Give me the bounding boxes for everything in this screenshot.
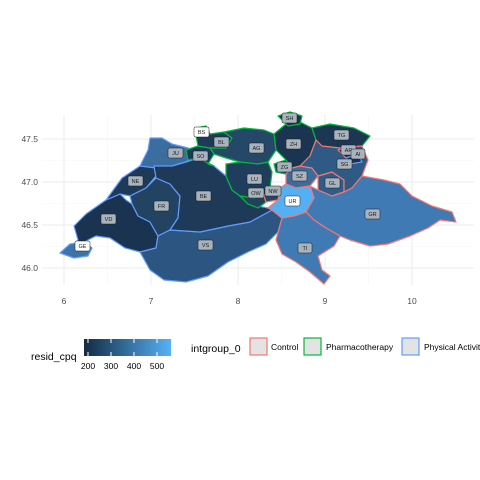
canton-label-SH: SH: [281, 112, 298, 124]
canton-label-text: VD: [105, 217, 113, 223]
canton-label-text: GL: [329, 181, 336, 187]
canton-label-GR: GR: [364, 208, 381, 220]
fill-legend-title: resid_cpq: [31, 351, 77, 363]
x-tick-label: 10: [407, 296, 417, 306]
y-tick-label: 46.5: [21, 220, 38, 230]
y-tick-label: 46.0: [21, 263, 38, 273]
colorbar-tick-label: 500: [150, 361, 164, 371]
canton-label-UR: UR: [284, 195, 301, 207]
fill-legend: resid_cpq 200 300 400 500: [31, 339, 171, 371]
canton-label-text: GE: [79, 244, 87, 250]
canton-label-TG: TG: [333, 129, 350, 141]
canton-label-text: SZ: [296, 174, 304, 180]
canton-label-text: GR: [368, 212, 376, 218]
legend-label-physical-activity: Physical Activity: [424, 342, 480, 352]
x-tick-label: 6: [62, 296, 67, 306]
canton-label-FR: FR: [153, 200, 170, 212]
legend-label-pharmacotherapy: Pharmacotherapy: [326, 342, 394, 352]
canton-label-text: BE: [200, 194, 208, 200]
colorbar-tick-label: 300: [104, 361, 118, 371]
canton-label-ZG: ZG: [276, 161, 293, 173]
y-axis-ticks: 47.5 47.0 46.5 46.0: [21, 134, 38, 273]
canton-label-OW: OW: [247, 187, 265, 199]
y-tick-label: 47.5: [21, 134, 38, 144]
canton-label-VD: VD: [100, 213, 117, 225]
legend-label-control: Control: [271, 342, 299, 352]
y-tick-label: 47.0: [21, 177, 38, 187]
canton-label-TI: TI: [297, 242, 313, 254]
canton-label-GE: GE: [74, 240, 91, 252]
canton-label-text: FR: [158, 204, 165, 210]
canton-label-text: VS: [202, 243, 210, 249]
canton-label-SG: SG: [336, 158, 353, 170]
canton-label-text: ZG: [281, 165, 289, 171]
canton-label-text: AR: [345, 148, 353, 154]
canton-label-text: SH: [286, 116, 294, 122]
canton-label-JU: JU: [167, 147, 184, 159]
canton-label-ZH: ZH: [285, 138, 302, 150]
group-legend: intgroup_0 Control Pharmacotherapy Physi…: [191, 337, 480, 356]
canton-label-text: OW: [251, 191, 261, 197]
canton-label-text: SG: [341, 162, 349, 168]
x-tick-label: 9: [323, 296, 328, 306]
legend-key-physical-activity: [401, 337, 420, 356]
canton-label-text: UR: [289, 199, 297, 205]
canton-label-BE: BE: [195, 190, 212, 202]
canton-label-VS: VS: [197, 239, 214, 251]
canton-label-text: JU: [172, 151, 179, 157]
canton-label-text: AI: [355, 152, 361, 158]
canton-labels: SH BS BL TG JU SO AG ZH AR AI SG NE ZG L…: [74, 112, 381, 254]
canton-label-AG: AG: [248, 142, 265, 154]
canton-label-text: SO: [197, 154, 206, 160]
colorbar-tick-label: 200: [81, 361, 95, 371]
canton-label-text: NW: [268, 189, 278, 195]
group-legend-title: intgroup_0: [191, 343, 241, 355]
canton-label-AI: AI: [350, 148, 366, 160]
canton-label-text: AG: [253, 146, 261, 152]
legend-key-pharmacotherapy: [303, 337, 322, 356]
canton-label-GL: GL: [324, 177, 341, 189]
canton-label-LU: LU: [246, 173, 263, 185]
canton-label-text: TI: [303, 246, 308, 252]
canton-label-BS: BS: [193, 126, 210, 138]
canton-label-text: NE: [132, 179, 140, 185]
x-tick-label: 8: [236, 296, 241, 306]
canton-label-SO: SO: [192, 150, 209, 162]
canton-label-text: LU: [251, 177, 258, 183]
canton-label-SZ: SZ: [291, 170, 308, 182]
x-tick-label: 7: [149, 296, 154, 306]
canton-label-text: BS: [198, 130, 206, 136]
canton-label-text: ZH: [290, 142, 297, 148]
canton-label-NW: NW: [264, 185, 282, 197]
x-axis-ticks: 6 7 8 9 10: [62, 296, 417, 306]
canton-label-text: TG: [338, 133, 346, 139]
canton-label-NE: NE: [127, 175, 144, 187]
canton-label-text: BL: [218, 140, 225, 146]
canton-label-BL: BL: [213, 136, 230, 148]
fill-legend-colorbar: [84, 339, 171, 356]
colorbar-tick-label: 400: [127, 361, 141, 371]
legend-key-control: [249, 337, 268, 356]
